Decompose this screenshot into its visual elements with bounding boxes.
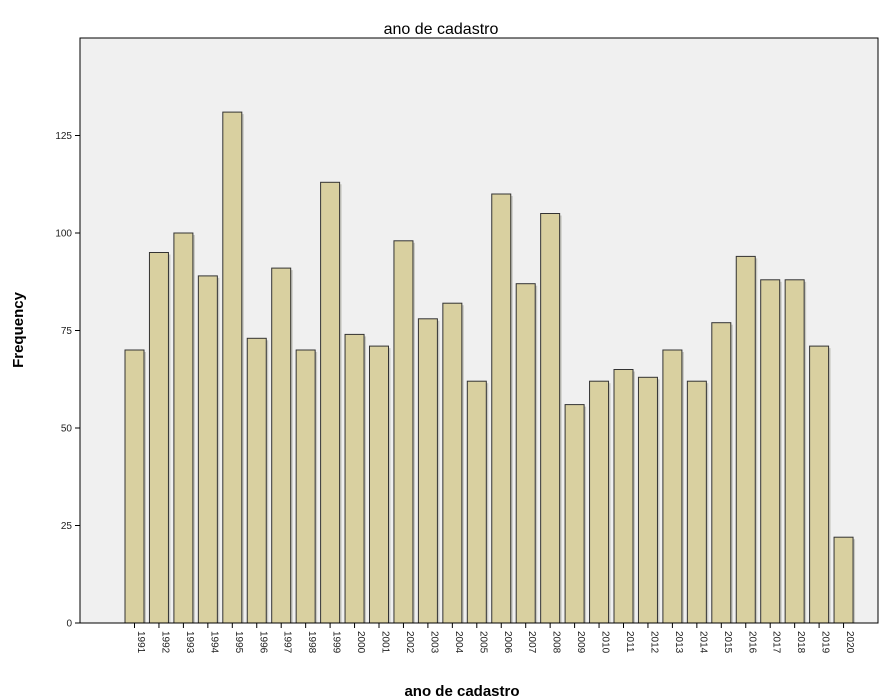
bar-2014 — [686, 380, 707, 624]
x-tick-label: 1999 — [331, 631, 342, 654]
bar-2015 — [711, 322, 732, 624]
x-tick-label: 2007 — [526, 631, 537, 654]
x-tick-label: 2016 — [746, 631, 757, 654]
bar-1996 — [246, 337, 267, 624]
y-tick-label: 100 — [55, 229, 72, 240]
x-tick-label: 2001 — [380, 631, 391, 654]
x-tick-label: 1997 — [282, 631, 293, 654]
x-tick-label: 2008 — [551, 631, 562, 654]
bar-2000 — [344, 333, 365, 624]
bar-2002 — [393, 240, 414, 624]
x-tick-label: 2018 — [795, 631, 806, 654]
x-tick-label: 2009 — [575, 631, 586, 654]
x-tick-label: 2015 — [722, 631, 733, 654]
x-tick-label: 1996 — [257, 631, 268, 654]
bar-1994 — [197, 275, 218, 624]
bar-1995 — [222, 111, 243, 624]
y-axis-ticks: 0 25 50 75 100 125 — [55, 131, 80, 630]
x-tick-label: 1995 — [233, 631, 244, 654]
x-tick-label: 1994 — [208, 631, 219, 654]
x-tick-label: 2014 — [697, 631, 708, 654]
bar-1998 — [295, 349, 316, 624]
bar-2019 — [809, 345, 830, 624]
x-tick-label: 1992 — [159, 631, 170, 654]
bar-2020 — [833, 536, 854, 624]
bar-1991 — [124, 349, 145, 624]
x-tick-label: 2020 — [844, 631, 855, 654]
bar-1993 — [173, 232, 194, 624]
x-tick-label: 2006 — [502, 631, 513, 654]
bar-2003 — [417, 318, 438, 624]
bar-2005 — [466, 380, 487, 624]
bar-2011 — [613, 369, 634, 624]
x-tick-label: 2005 — [477, 631, 488, 654]
x-tick-label: 2000 — [355, 631, 366, 654]
bar-2010 — [589, 380, 610, 624]
x-tick-label: 2010 — [600, 631, 611, 654]
bar-1992 — [148, 252, 169, 624]
y-tick-label: 125 — [55, 131, 72, 142]
x-tick-label: 2012 — [648, 631, 659, 654]
y-tick-label: 50 — [61, 424, 73, 435]
y-tick-label: 75 — [61, 326, 73, 337]
bar-2007 — [515, 283, 536, 624]
chart-title: ano de cadastro — [384, 21, 499, 38]
bar-2018 — [784, 279, 805, 624]
bar-1997 — [271, 267, 292, 624]
bar-2013 — [662, 349, 683, 624]
bar-2008 — [540, 213, 561, 624]
x-tick-label: 1998 — [306, 631, 317, 654]
bar-2016 — [735, 255, 756, 624]
bar-2017 — [760, 279, 781, 624]
y-tick-label: 0 — [66, 619, 72, 630]
x-axis-label: ano de cadastro — [404, 683, 519, 700]
x-tick-label: 2017 — [771, 631, 782, 654]
y-tick-label: 25 — [61, 521, 73, 532]
x-tick-label: 2011 — [624, 631, 635, 653]
bar-2001 — [369, 345, 389, 624]
bar-2006 — [491, 193, 512, 624]
x-tick-label: 2004 — [453, 631, 464, 654]
x-tick-label: 2013 — [673, 631, 684, 654]
x-tick-label: 1991 — [135, 631, 146, 654]
x-tick-label: 1993 — [184, 631, 195, 654]
y-axis-label: Frequency — [10, 291, 27, 368]
x-tick-label: 2002 — [404, 631, 415, 654]
bar-2004 — [442, 302, 463, 624]
x-tick-label: 2019 — [820, 631, 831, 654]
x-tick-label: 2003 — [428, 631, 439, 654]
bar-2012 — [637, 376, 658, 624]
bar-2009 — [564, 404, 585, 624]
x-axis-ticks: 1991 1992 1993 1994 1995 1996 1997 1998 1999 2000… — [134, 623, 855, 654]
bar-1999 — [320, 181, 341, 624]
